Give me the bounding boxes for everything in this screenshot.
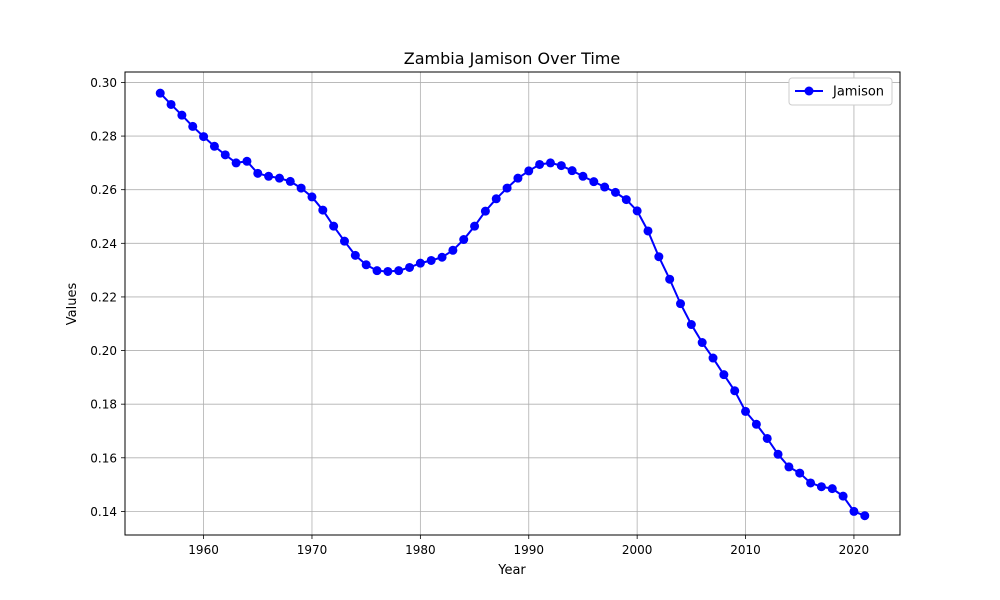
- data-point: [231, 158, 241, 168]
- data-point: [491, 194, 501, 204]
- data-point: [220, 150, 230, 160]
- data-point: [242, 156, 252, 166]
- data-point: [784, 462, 794, 472]
- data-point: [643, 226, 653, 236]
- data-point: [524, 166, 534, 176]
- legend: Jamison: [788, 77, 893, 106]
- chart-title: Zambia Jamison Over Time: [404, 49, 620, 68]
- data-point: [816, 482, 826, 492]
- data-point: [610, 187, 620, 197]
- y-tick-label: 0.26: [90, 183, 117, 197]
- y-tick-label: 0.14: [90, 505, 117, 519]
- data-point: [405, 262, 415, 272]
- data-point: [795, 468, 805, 478]
- data-point: [838, 491, 848, 501]
- axes-frame: [124, 71, 901, 536]
- data-point: [600, 182, 610, 192]
- data-point: [448, 245, 458, 255]
- data-point: [274, 173, 284, 183]
- y-tick-label: 0.28: [90, 130, 117, 144]
- data-point: [361, 260, 371, 270]
- data-point: [383, 266, 393, 276]
- data-point: [394, 266, 404, 276]
- data-point: [686, 320, 696, 330]
- data-point: [676, 299, 686, 309]
- data-point: [697, 338, 707, 348]
- x-tick-label: 1960: [188, 543, 219, 557]
- data-point: [329, 221, 339, 231]
- legend-marker-swatch: [804, 86, 814, 96]
- data-point: [589, 177, 599, 187]
- grid: [125, 72, 900, 535]
- data-point: [426, 255, 436, 265]
- data-point: [209, 141, 219, 151]
- data-point: [545, 158, 555, 168]
- x-tick-label: 2000: [622, 543, 653, 557]
- data-point: [535, 159, 545, 169]
- data-point: [350, 250, 360, 260]
- data-point: [578, 171, 588, 181]
- y-tick-label: 0.22: [90, 290, 117, 304]
- data-point: [849, 506, 859, 516]
- y-tick-label: 0.24: [90, 237, 117, 251]
- data-point: [437, 252, 447, 262]
- data-point: [632, 206, 642, 216]
- x-tick-label: 2020: [839, 543, 870, 557]
- data-point: [860, 511, 870, 521]
- y-tick-label: 0.30: [90, 76, 117, 90]
- y-tick-label: 0.20: [90, 344, 117, 358]
- y-tick-label: 0.18: [90, 398, 117, 412]
- x-tick-label: 2010: [730, 543, 761, 557]
- data-point: [199, 132, 209, 142]
- data-point: [806, 478, 816, 488]
- data-point: [264, 171, 274, 181]
- data-point: [296, 183, 306, 193]
- data-point: [502, 183, 512, 193]
- data-point: [513, 173, 523, 183]
- data-point: [307, 192, 317, 202]
- y-axis-label: Values: [65, 283, 80, 326]
- data-point: [762, 433, 772, 443]
- data-point: [166, 99, 176, 109]
- data-point: [827, 484, 837, 494]
- series-layer: [155, 88, 870, 521]
- x-axis-label: Year: [497, 563, 526, 578]
- data-point: [253, 168, 263, 178]
- data-point: [415, 258, 425, 268]
- data-point: [372, 266, 382, 276]
- data-point: [318, 205, 328, 215]
- data-point: [470, 221, 480, 231]
- data-point: [730, 386, 740, 396]
- data-point: [339, 236, 349, 246]
- data-point: [177, 110, 187, 120]
- data-point: [155, 88, 165, 98]
- y-tick-label: 0.16: [90, 451, 117, 465]
- data-point: [708, 353, 718, 363]
- data-point: [741, 406, 751, 416]
- data-point: [665, 274, 675, 284]
- x-tick-label: 1980: [405, 543, 436, 557]
- data-point: [654, 252, 664, 262]
- legend-box: [788, 77, 893, 106]
- data-point: [285, 176, 295, 186]
- data-point: [621, 195, 631, 205]
- ticks: 1960 1970 1980 1990 2000 2010 2020 0.14 0.16 0.18…: [90, 76, 869, 557]
- data-point: [719, 370, 729, 380]
- data-point: [567, 166, 577, 176]
- data-point: [459, 235, 469, 245]
- x-tick-label: 1990: [513, 543, 544, 557]
- legend-entry-label: Jamison: [832, 85, 884, 100]
- x-tick-label: 1970: [297, 543, 328, 557]
- data-point: [188, 121, 198, 131]
- data-point: [751, 419, 761, 429]
- data-point: [556, 161, 566, 171]
- data-point: [773, 449, 783, 459]
- data-point: [480, 206, 490, 216]
